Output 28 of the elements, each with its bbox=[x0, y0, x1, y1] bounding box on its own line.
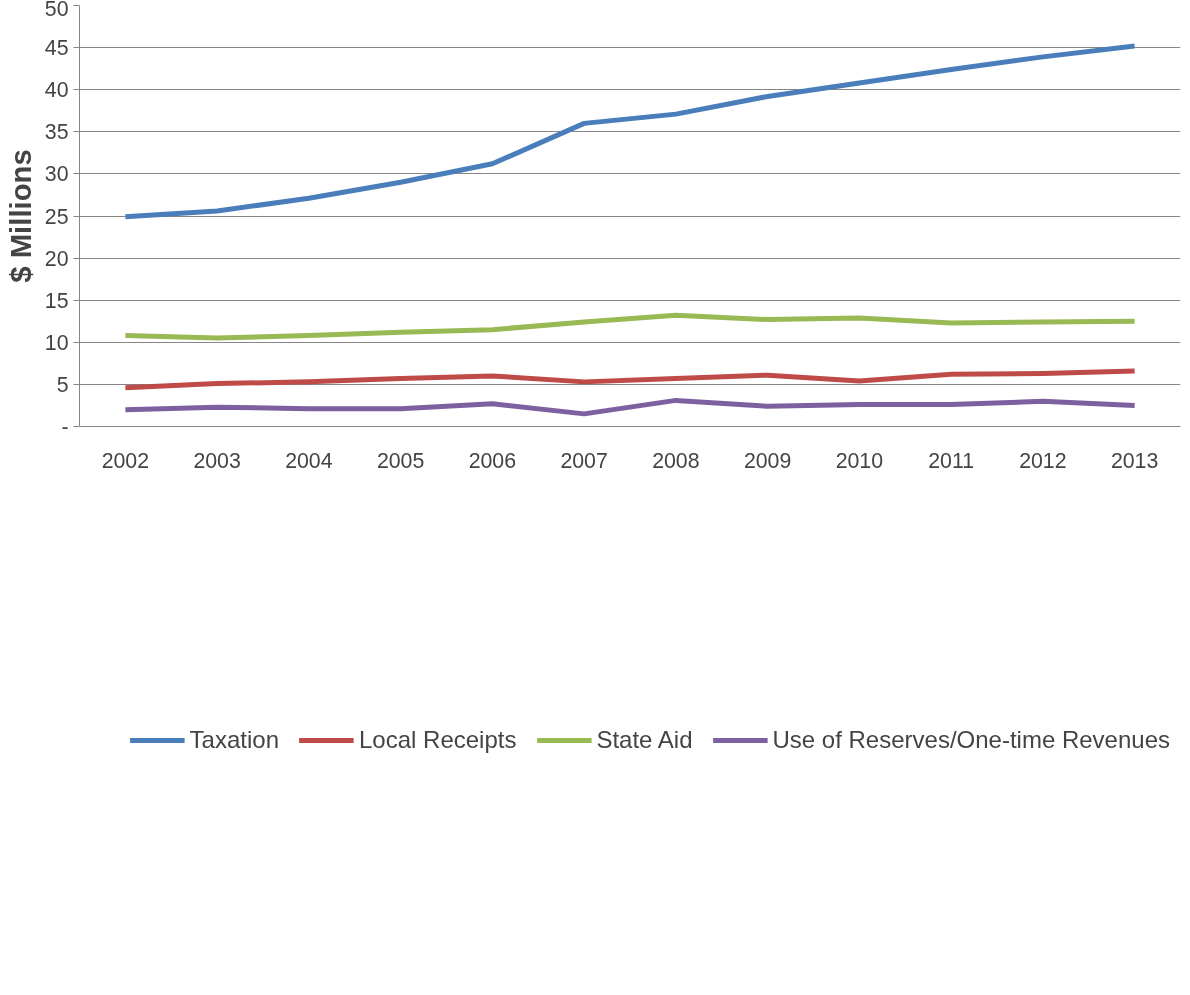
x-tick-label: 2004 bbox=[285, 448, 333, 473]
x-tick-label: 2012 bbox=[1019, 448, 1067, 473]
y-axis-title: $ Millions bbox=[3, 149, 37, 283]
y-tick-label: - bbox=[61, 415, 69, 439]
x-tick-label: 2013 bbox=[1110, 448, 1159, 473]
y-tick-label: 10 bbox=[44, 330, 69, 355]
legend-label: Taxation bbox=[189, 726, 279, 754]
x-tick-label: 2006 bbox=[468, 448, 517, 473]
y-tick-label: 40 bbox=[44, 78, 69, 103]
y-tick-label: 35 bbox=[44, 120, 69, 145]
x-tick-label: 2009 bbox=[743, 448, 792, 473]
x-tick-label: 2007 bbox=[560, 448, 608, 473]
y-tick-label: 5 bbox=[56, 372, 69, 397]
y-tick-label: 25 bbox=[44, 204, 69, 229]
legend-label: Local Receipts bbox=[359, 726, 517, 754]
y-tick-label: 50 bbox=[44, 0, 69, 21]
y-tick-label: 30 bbox=[44, 162, 69, 187]
x-tick-label: 2008 bbox=[652, 448, 700, 473]
y-tick-label: 45 bbox=[44, 36, 69, 61]
x-tick-label: 2003 bbox=[193, 448, 241, 473]
y-tick-label: 15 bbox=[44, 288, 69, 313]
x-tick-label: 2010 bbox=[835, 448, 884, 473]
x-tick-label: 2011 bbox=[928, 448, 975, 473]
legend-label: State Aid bbox=[596, 726, 693, 754]
x-tick-label: 2002 bbox=[101, 448, 150, 473]
legend-label: Use of Reserves/One-time Revenues bbox=[772, 726, 1170, 754]
x-tick-label: 2005 bbox=[376, 448, 425, 473]
y-tick-label: 20 bbox=[44, 246, 69, 271]
